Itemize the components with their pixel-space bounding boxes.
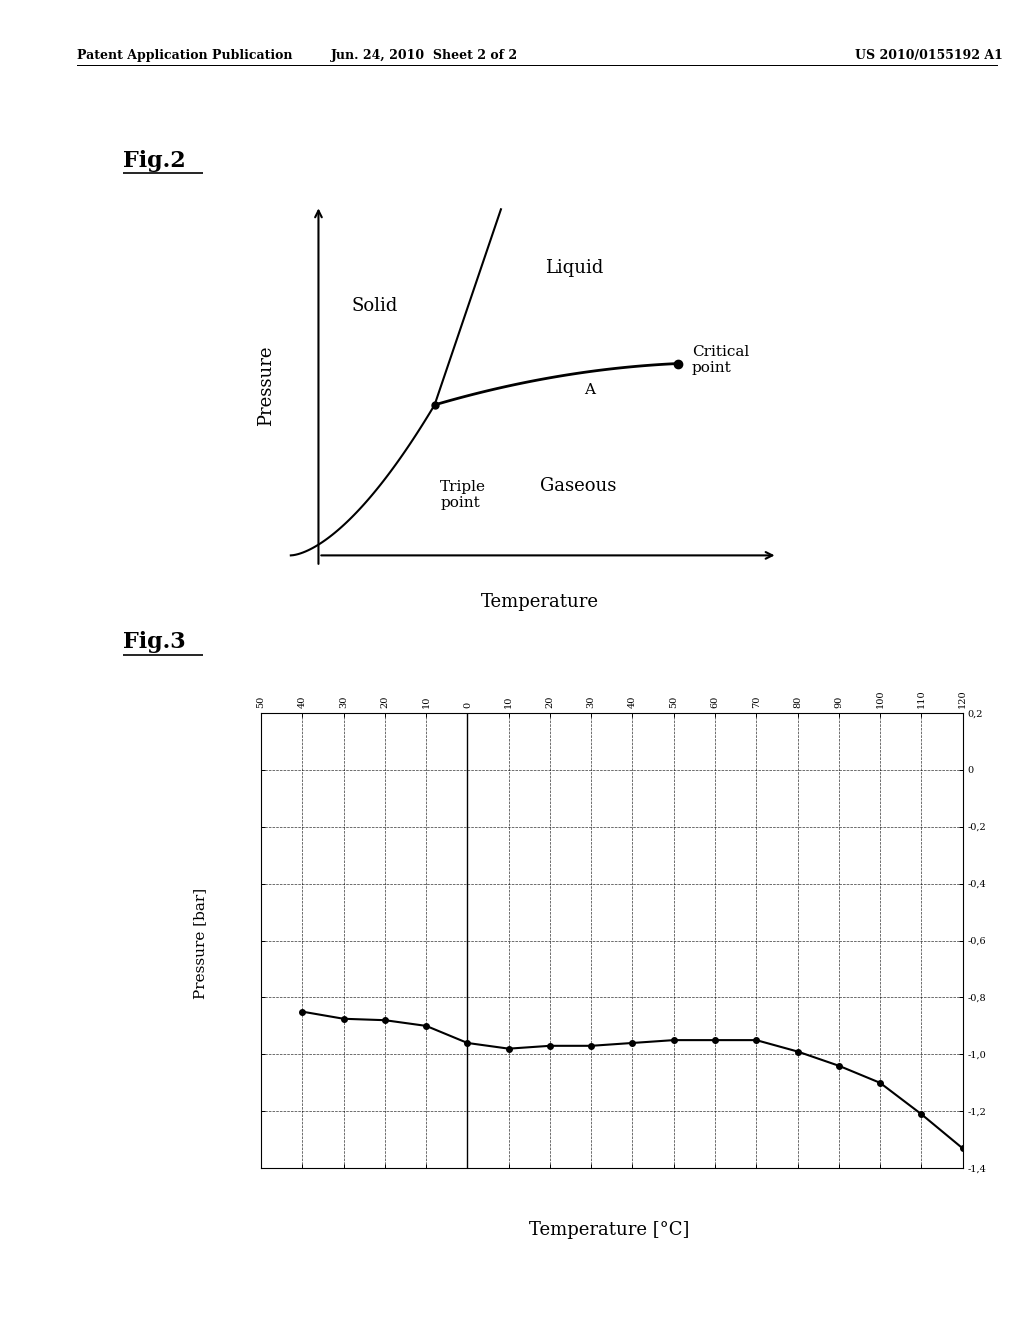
Text: Jun. 24, 2010  Sheet 2 of 2: Jun. 24, 2010 Sheet 2 of 2 — [332, 49, 518, 62]
Text: Fig.2: Fig.2 — [123, 149, 185, 172]
Text: Gaseous: Gaseous — [540, 478, 616, 495]
Text: Pressure [bar]: Pressure [bar] — [193, 888, 207, 999]
Text: Liquid: Liquid — [545, 259, 603, 277]
Text: Critical
point: Critical point — [692, 345, 749, 375]
Text: A: A — [585, 383, 595, 397]
Text: Pressure: Pressure — [257, 346, 274, 426]
Text: Patent Application Publication: Patent Application Publication — [77, 49, 292, 62]
Text: Temperature [°C]: Temperature [°C] — [529, 1221, 689, 1239]
Text: Temperature: Temperature — [480, 593, 599, 611]
Text: Solid: Solid — [351, 297, 398, 315]
Text: US 2010/0155192 A1: US 2010/0155192 A1 — [855, 49, 1002, 62]
Text: Fig.3: Fig.3 — [123, 631, 185, 653]
Text: Triple
point: Triple point — [440, 480, 486, 511]
